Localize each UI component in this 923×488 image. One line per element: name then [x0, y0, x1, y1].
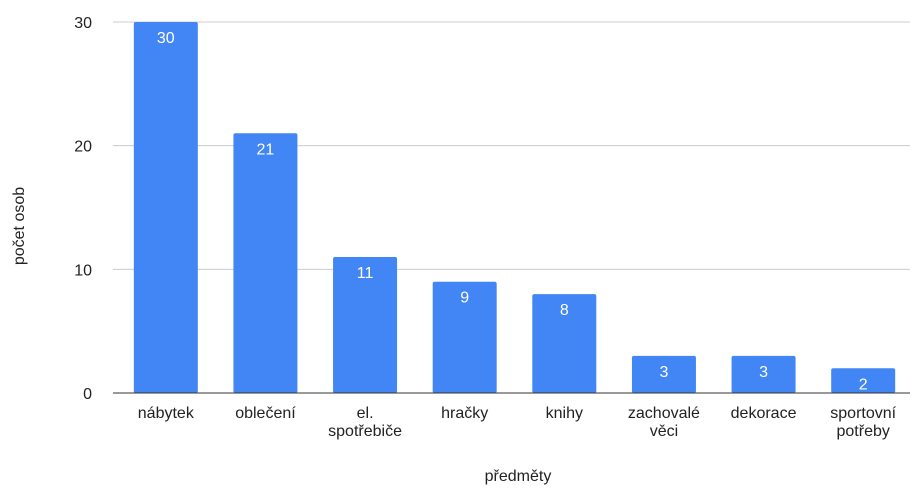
- bar: [333, 256, 398, 393]
- bar: [133, 22, 198, 393]
- x-tick-label: sportovní: [830, 405, 896, 422]
- data-label: 11: [357, 265, 374, 282]
- bars: [133, 22, 896, 394]
- bar: [233, 133, 298, 394]
- y-tick-label: 10: [74, 262, 92, 279]
- data-label: 9: [460, 290, 469, 307]
- data-label: 21: [257, 141, 275, 158]
- y-tick-label: 0: [83, 386, 92, 403]
- bar: [631, 355, 696, 393]
- data-label: 2: [859, 376, 868, 393]
- data-labels: 30 21 11 9 8 3 3 2: [157, 30, 868, 393]
- gridlines: [113, 21, 910, 270]
- y-tick-label: 30: [74, 15, 92, 32]
- bar: [532, 294, 597, 393]
- x-tick-label: spotřebiče: [328, 423, 402, 440]
- x-tick-label: dekorace: [731, 405, 797, 422]
- y-tick-label: 20: [74, 139, 92, 156]
- data-label: 30: [157, 30, 175, 47]
- x-tick-label: věci: [650, 423, 678, 440]
- x-tick-label: knihy: [546, 405, 583, 422]
- data-label: 8: [560, 302, 569, 319]
- bar: [831, 368, 896, 393]
- bar: [731, 355, 796, 393]
- x-tick-label: oblečení: [235, 405, 296, 422]
- x-tick-label: potřeby: [837, 423, 890, 440]
- data-label: 3: [759, 364, 768, 381]
- y-axis-ticks: 0 10 20 30: [74, 15, 92, 403]
- x-axis-title: předměty: [485, 468, 552, 485]
- x-tick-label: nábytek: [138, 405, 195, 422]
- y-axis-title: počet osob: [11, 187, 28, 265]
- x-axis-categories: nábytek oblečení el.spotřebiče hračky knihy z…: [138, 405, 897, 440]
- x-tick-label: el.: [357, 405, 374, 422]
- x-tick-label: hračky: [441, 405, 488, 422]
- x-tick-label: zachovalé: [628, 405, 700, 422]
- bar: [432, 281, 497, 393]
- data-label: 3: [659, 364, 668, 381]
